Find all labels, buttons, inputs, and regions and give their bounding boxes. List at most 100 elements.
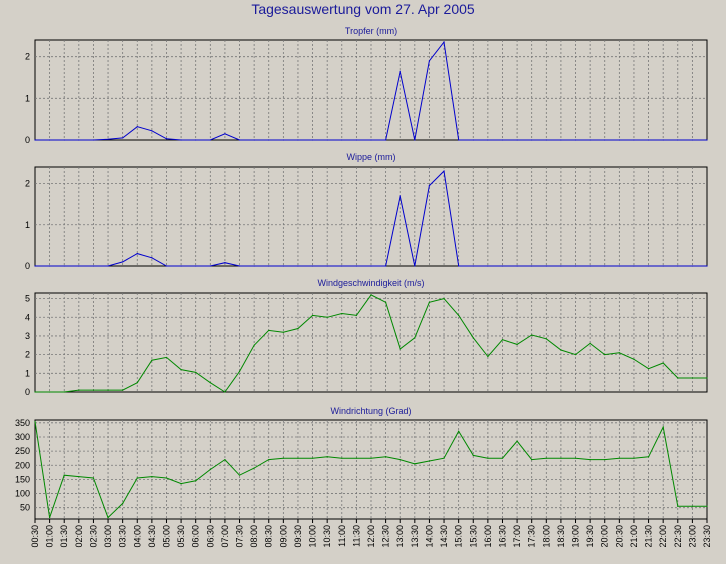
data-point: [34, 265, 36, 267]
data-point: [136, 382, 138, 384]
data-point: [195, 480, 197, 482]
data-point: [691, 139, 693, 141]
data-point: [414, 139, 416, 141]
data-point: [297, 457, 299, 459]
x-tick-label: 07:00: [220, 525, 230, 548]
data-point: [136, 477, 138, 479]
data-point: [195, 371, 197, 373]
data-point: [136, 253, 138, 255]
data-point: [224, 262, 226, 264]
data-point: [282, 331, 284, 333]
x-tick-label: 17:00: [512, 525, 522, 548]
data-point: [443, 298, 445, 300]
data-point: [647, 265, 650, 267]
y-tick-label: 2: [25, 52, 30, 62]
data-point: [545, 457, 547, 459]
data-point: [472, 337, 474, 339]
data-point: [92, 389, 95, 391]
x-tick-label: 13:30: [410, 525, 420, 548]
y-tick-label: 2: [25, 350, 30, 360]
data-point: [458, 430, 460, 432]
data-point: [107, 265, 109, 267]
data-point: [107, 516, 109, 519]
data-point: [209, 382, 211, 384]
data-point: [268, 139, 270, 141]
data-point: [516, 139, 518, 141]
y-tick-label: 200: [15, 460, 30, 470]
data-point: [414, 337, 416, 339]
data-point: [297, 265, 299, 267]
data-point: [677, 265, 679, 267]
x-tick-label: 10:00: [308, 525, 318, 548]
data-point: [487, 355, 489, 358]
x-tick-label: 14:00: [424, 525, 434, 548]
data-point: [311, 265, 314, 267]
x-tick-label: 12:00: [366, 525, 376, 548]
data-point: [297, 139, 299, 141]
y-tick-label: 1: [25, 93, 30, 103]
x-tick-label: 13:00: [395, 525, 405, 548]
data-point: [253, 139, 255, 141]
data-point: [633, 457, 635, 459]
data-point: [662, 139, 664, 141]
y-tick-label: 50: [20, 503, 30, 513]
x-tick-label: 03:30: [118, 525, 128, 548]
data-point: [662, 362, 664, 364]
x-tick-label: 05:30: [176, 525, 186, 548]
data-point: [589, 139, 591, 141]
data-point: [414, 265, 416, 267]
data-point: [165, 356, 168, 359]
data-point: [501, 457, 504, 459]
data-point: [34, 391, 36, 393]
data-point: [297, 327, 299, 330]
data-point: [311, 314, 314, 317]
data-point: [458, 314, 460, 317]
data-point: [560, 349, 562, 351]
x-tick-label: 22:00: [658, 525, 668, 548]
data-point: [662, 265, 664, 267]
data-point: [209, 468, 211, 471]
data-point: [399, 195, 401, 197]
data-point: [516, 343, 518, 345]
data-point: [472, 139, 474, 141]
data-point: [63, 391, 65, 393]
data-point: [647, 456, 650, 458]
data-point: [195, 265, 197, 267]
data-point: [706, 505, 708, 507]
data-point: [428, 460, 431, 462]
x-tick-label: 12:30: [381, 525, 391, 548]
data-point: [516, 265, 518, 267]
data-point: [399, 70, 401, 72]
x-tick-label: 16:30: [497, 525, 507, 548]
y-tick-label: 0: [25, 261, 30, 271]
data-point: [662, 426, 664, 428]
data-point: [355, 139, 357, 141]
data-point: [706, 377, 708, 379]
data-point: [63, 474, 65, 476]
data-point: [428, 60, 431, 62]
x-tick-label: 18:30: [556, 525, 566, 548]
chart-panel-2: Wippe (mm) 0 1 2: [25, 152, 708, 271]
y-tick-label: 2: [25, 179, 30, 189]
x-tick-label: 15:30: [468, 525, 478, 548]
data-point: [341, 265, 343, 267]
chart-title: Windrichtung (Grad): [330, 406, 411, 416]
data-point: [531, 139, 533, 141]
data-point: [370, 139, 372, 141]
data-point: [151, 130, 153, 132]
data-point: [253, 467, 255, 469]
data-point: [618, 457, 620, 459]
x-tick-label: 04:00: [132, 525, 142, 548]
data-point: [253, 265, 255, 267]
data-point: [604, 354, 606, 356]
data-point: [385, 265, 387, 267]
data-point: [428, 301, 431, 303]
x-tick-label: 21:30: [644, 525, 654, 548]
data-point: [691, 265, 693, 267]
data-point: [151, 475, 153, 478]
data-point: [341, 139, 343, 141]
x-tick-label: 02:30: [88, 525, 98, 548]
data-point: [49, 139, 51, 141]
data-point: [501, 265, 504, 267]
chart-title: Wippe (mm): [347, 152, 396, 162]
